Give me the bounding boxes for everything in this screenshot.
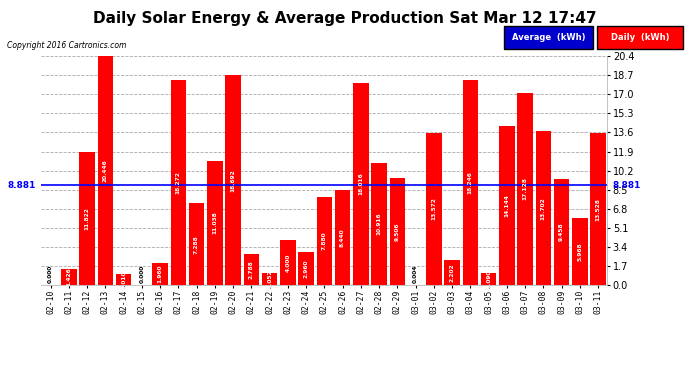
Text: 5.968: 5.968 — [578, 242, 582, 261]
Bar — [572, 218, 588, 285]
Text: 4.000: 4.000 — [285, 254, 290, 272]
Bar — [61, 269, 77, 285]
Text: 13.572: 13.572 — [431, 198, 436, 220]
Bar — [152, 263, 168, 285]
Text: 10.916: 10.916 — [377, 213, 382, 235]
Bar — [481, 273, 496, 285]
Bar — [444, 260, 460, 285]
Text: 1.052: 1.052 — [267, 270, 272, 288]
Text: 1.090: 1.090 — [486, 270, 491, 288]
Bar — [317, 196, 332, 285]
Text: 9.506: 9.506 — [395, 222, 400, 241]
Bar — [97, 56, 113, 285]
Text: 13.528: 13.528 — [595, 198, 600, 220]
Bar — [262, 273, 277, 285]
Text: 18.692: 18.692 — [230, 169, 235, 192]
Text: 18.246: 18.246 — [468, 171, 473, 194]
Bar — [79, 152, 95, 285]
Text: Copyright 2016 Cartronics.com: Copyright 2016 Cartronics.com — [7, 41, 126, 50]
Text: 2.788: 2.788 — [249, 260, 254, 279]
Text: 1.426: 1.426 — [66, 268, 71, 286]
Text: 0.000: 0.000 — [48, 265, 53, 284]
Bar — [390, 178, 405, 285]
Bar — [462, 80, 478, 285]
Bar — [244, 254, 259, 285]
Text: 8.440: 8.440 — [340, 228, 345, 247]
Text: 11.822: 11.822 — [85, 207, 90, 230]
Text: Daily Solar Energy & Average Production Sat Mar 12 17:47: Daily Solar Energy & Average Production … — [93, 11, 597, 26]
Bar — [554, 179, 569, 285]
Text: 1.960: 1.960 — [157, 265, 163, 283]
Text: Average  (kWh): Average (kWh) — [512, 33, 585, 42]
Text: 13.702: 13.702 — [541, 197, 546, 219]
Text: 2.960: 2.960 — [304, 259, 308, 278]
Text: 8.881: 8.881 — [613, 181, 641, 190]
Text: 17.128: 17.128 — [522, 177, 528, 200]
Text: 20.446: 20.446 — [103, 159, 108, 182]
Bar — [226, 75, 241, 285]
Bar — [426, 133, 442, 285]
Bar — [335, 190, 351, 285]
Text: 0.000: 0.000 — [139, 265, 144, 284]
Text: 11.038: 11.038 — [213, 212, 217, 234]
Text: 8.881: 8.881 — [8, 181, 36, 190]
Text: Daily  (kWh): Daily (kWh) — [611, 33, 669, 42]
Bar — [499, 126, 515, 285]
Bar — [591, 133, 606, 285]
Bar — [116, 274, 131, 285]
Text: 18.016: 18.016 — [358, 172, 364, 195]
Text: 14.144: 14.144 — [504, 194, 509, 217]
Text: 0.004: 0.004 — [413, 265, 418, 284]
Text: 1.010: 1.010 — [121, 270, 126, 289]
Text: 9.458: 9.458 — [559, 223, 564, 241]
Bar — [298, 252, 314, 285]
Text: 7.880: 7.880 — [322, 231, 327, 250]
Bar — [207, 161, 223, 285]
Bar — [371, 163, 387, 285]
Bar — [518, 93, 533, 285]
Text: 7.288: 7.288 — [194, 235, 199, 254]
Text: 18.272: 18.272 — [176, 171, 181, 194]
Bar — [353, 83, 368, 285]
Bar — [535, 131, 551, 285]
Bar — [280, 240, 295, 285]
Bar — [170, 80, 186, 285]
Text: 2.202: 2.202 — [450, 263, 455, 282]
Bar — [189, 203, 204, 285]
